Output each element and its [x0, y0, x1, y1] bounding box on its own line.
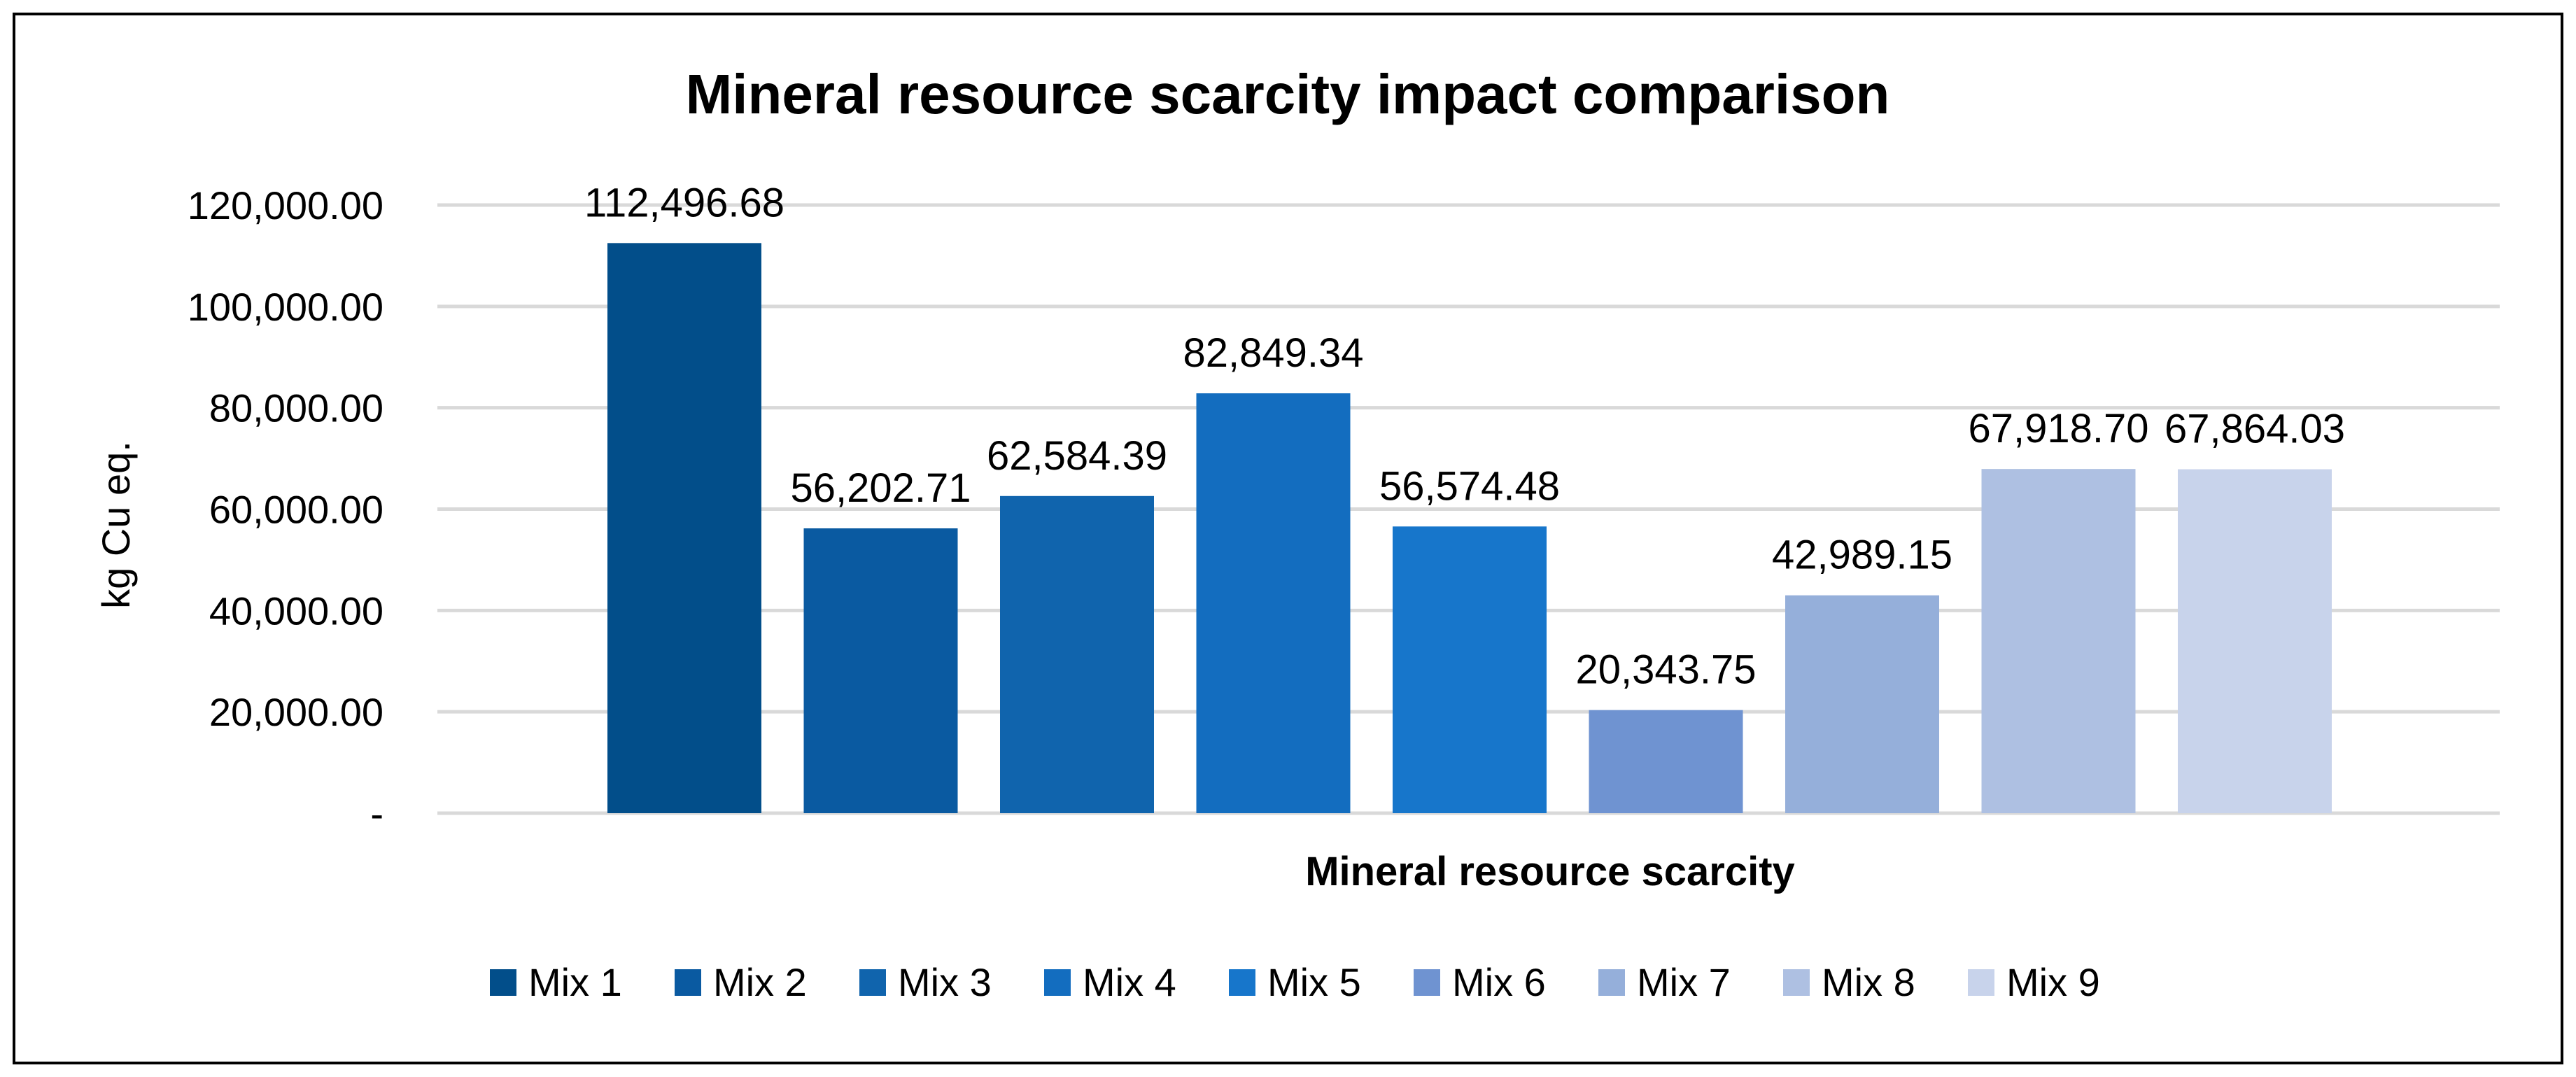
gridlines	[437, 203, 2500, 815]
legend-swatch	[675, 969, 701, 996]
y-tick-label: -	[370, 791, 383, 836]
y-tick-label: 60,000.00	[209, 488, 383, 532]
data-label: 67,864.03	[2165, 407, 2345, 452]
data-label: 112,496.68	[584, 180, 784, 225]
y-tick-label: 120,000.00	[188, 183, 383, 227]
data-label: 20,343.75	[1575, 647, 1756, 693]
legend-swatch	[1414, 969, 1440, 996]
bar-mix-1	[607, 243, 761, 813]
x-axis-label: Mineral resource scarcity	[1305, 849, 1795, 894]
legend-swatch	[490, 969, 516, 996]
bar-mix-7	[1785, 595, 1939, 813]
legend-swatch	[1229, 969, 1255, 996]
bar-mix-4	[1196, 393, 1351, 813]
data-labels: 112,496.68 56,202.71 62,584.39 82,849.34 56,…	[584, 180, 2345, 692]
bar-mix-2	[803, 528, 958, 813]
bar-mix-3	[1000, 495, 1154, 813]
legend-label: Mix 6	[1452, 960, 1546, 1004]
data-label: 62,584.39	[987, 433, 1167, 479]
bar-mix-5	[1393, 526, 1547, 813]
data-label: 67,918.70	[1968, 406, 2148, 451]
chart-title: Mineral resource scarcity impact compari…	[686, 63, 1890, 125]
legend-label: Mix 9	[2006, 960, 2100, 1004]
legend-swatch	[1968, 969, 1994, 996]
y-tick-labels: - 20,000.00 40,000.00 60,000.00 80,000.00 100…	[188, 183, 383, 836]
y-tick-label: 80,000.00	[209, 386, 383, 430]
bar-mix-9	[2178, 469, 2332, 813]
bars	[607, 243, 2332, 813]
legend-label: Mix 5	[1267, 960, 1361, 1004]
data-label: 82,849.34	[1183, 330, 1363, 376]
legend-swatch	[859, 969, 886, 996]
legend-swatch	[1044, 969, 1071, 996]
legend-label: Mix 8	[1822, 960, 1915, 1004]
y-tick-label: 20,000.00	[209, 690, 383, 734]
bar-mix-8	[1981, 469, 2136, 813]
legend-label: Mix 2	[713, 960, 807, 1004]
legend-swatch	[1598, 969, 1625, 996]
y-axis-label: kg Cu eq.	[94, 441, 138, 609]
legend: Mix 1 Mix 2 Mix 3 Mix 4 Mix 5 Mix 6 Mix 7 Mix 8…	[490, 960, 2100, 1004]
data-label: 56,202.71	[790, 465, 971, 511]
data-label: 42,989.15	[1772, 533, 1952, 578]
legend-label: Mix 3	[898, 960, 992, 1004]
legend-label: Mix 4	[1083, 960, 1176, 1004]
legend-label: Mix 7	[1637, 960, 1731, 1004]
y-tick-label: 100,000.00	[188, 285, 383, 329]
data-label: 56,574.48	[1379, 463, 1560, 509]
bar-mix-6	[1589, 710, 1743, 813]
y-tick-label: 40,000.00	[209, 589, 383, 633]
legend-swatch	[1783, 969, 1810, 996]
legend-label: Mix 1	[528, 960, 622, 1004]
